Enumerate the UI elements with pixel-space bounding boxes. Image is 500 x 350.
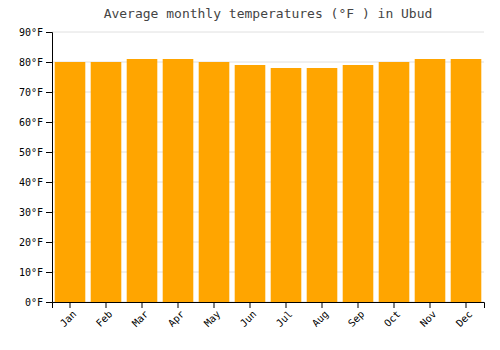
x-tick-mark <box>358 302 359 308</box>
y-tick-label: 10°F <box>19 267 43 278</box>
x-tick-label: May <box>202 308 223 329</box>
y-tick: 50°F <box>19 147 52 158</box>
grid-line <box>52 32 484 33</box>
x-tick-label: Oct <box>382 308 403 329</box>
x-tick-label: Aug <box>310 308 331 329</box>
y-tick: 20°F <box>19 237 52 248</box>
y-tick: 30°F <box>19 207 52 218</box>
x-tick: Nov <box>418 302 439 329</box>
bar <box>235 65 266 302</box>
bar <box>55 62 86 302</box>
x-tick-label: Jun <box>238 308 259 329</box>
bar <box>199 62 230 302</box>
x-tick: Oct <box>382 302 403 329</box>
chart-svg: 0°F 10°F 20°F 30°F 40°F 50°F 60°F 70°F 80°F 90°F J… <box>0 0 500 350</box>
bar <box>307 68 338 302</box>
bars <box>55 59 482 302</box>
x-tick-label: Feb <box>94 308 115 329</box>
x-tick: Jul <box>274 302 295 329</box>
bar <box>451 59 482 302</box>
x-tick-mark <box>214 302 215 308</box>
y-tick: 80°F <box>19 57 52 68</box>
y-tick-mark <box>46 32 52 33</box>
x-tick-label: Mar <box>130 308 151 329</box>
y-tick-mark <box>46 122 52 123</box>
y-tick-mark <box>46 92 52 93</box>
y-tick-mark <box>46 182 52 183</box>
bar <box>379 62 410 302</box>
x-tick: Jun <box>238 302 259 329</box>
x-tick-mark <box>394 302 395 308</box>
x-tick-mark <box>142 302 143 308</box>
y-tick-label: 60°F <box>19 117 43 128</box>
y-tick-label: 90°F <box>19 27 43 38</box>
y-axis: 0°F 10°F 20°F 30°F 40°F 50°F 60°F 70°F 80°F 90°F <box>19 27 53 308</box>
x-tick-mark <box>430 302 431 308</box>
x-tick-mark <box>286 302 287 308</box>
x-tick-mark <box>70 302 71 308</box>
x-tick: Feb <box>94 302 115 329</box>
x-tick: Apr <box>166 302 187 329</box>
y-tick: 60°F <box>19 117 52 128</box>
x-tick: Jan <box>58 302 79 329</box>
bar <box>127 59 158 302</box>
x-tick-mark <box>178 302 179 308</box>
y-tick-label: 70°F <box>19 87 43 98</box>
plot-area: 0°F 10°F 20°F 30°F 40°F 50°F 60°F 70°F 80°F 90°F J… <box>19 27 485 329</box>
y-tick-label: 20°F <box>19 237 43 248</box>
y-tick-mark <box>46 242 52 243</box>
y-tick-mark <box>46 62 52 63</box>
bar <box>415 59 446 302</box>
x-tick-label: Jan <box>58 308 79 329</box>
y-tick-label: 30°F <box>19 207 43 218</box>
x-tick-label: Jul <box>274 308 295 329</box>
bar <box>163 59 194 302</box>
x-tick-label: Sep <box>346 308 367 329</box>
y-tick-label: 80°F <box>19 57 43 68</box>
x-tick-label: Dec <box>454 308 475 329</box>
y-tick-label: 40°F <box>19 177 43 188</box>
y-axis-line <box>46 33 53 303</box>
x-axis: Jan Feb Mar Apr May Jun Jul Aug Sep Oct Nov Dec <box>53 302 485 329</box>
bar <box>343 65 374 302</box>
x-tick: May <box>202 302 223 329</box>
bar <box>271 68 302 302</box>
x-tick: Aug <box>310 302 331 329</box>
x-tick: Mar <box>130 302 151 329</box>
y-tick-label: 50°F <box>19 147 43 158</box>
y-tick-label: 0°F <box>25 297 43 308</box>
x-tick-mark <box>466 302 467 308</box>
x-tick-label: Nov <box>418 308 439 329</box>
x-axis-line <box>53 303 485 309</box>
y-tick-mark <box>46 302 52 303</box>
y-tick-mark <box>46 152 52 153</box>
x-tick-label: Apr <box>166 308 187 329</box>
y-tick: 10°F <box>19 267 52 278</box>
grid <box>52 32 484 302</box>
y-tick: 90°F <box>19 27 52 38</box>
x-tick-mark <box>322 302 323 308</box>
y-tick: 70°F <box>19 87 52 98</box>
x-tick: Dec <box>454 302 475 329</box>
y-tick: 0°F <box>25 297 52 308</box>
y-tick: 40°F <box>19 177 52 188</box>
title: Average monthly temperatures (°F ) in Ub… <box>104 6 433 21</box>
bar <box>91 62 122 302</box>
x-tick: Sep <box>346 302 367 329</box>
chart-container: 0°F 10°F 20°F 30°F 40°F 50°F 60°F 70°F 80°F 90°F J… <box>0 0 500 350</box>
y-tick-mark <box>46 272 52 273</box>
x-tick-mark <box>250 302 251 308</box>
y-tick-mark <box>46 212 52 213</box>
x-tick-mark <box>106 302 107 308</box>
